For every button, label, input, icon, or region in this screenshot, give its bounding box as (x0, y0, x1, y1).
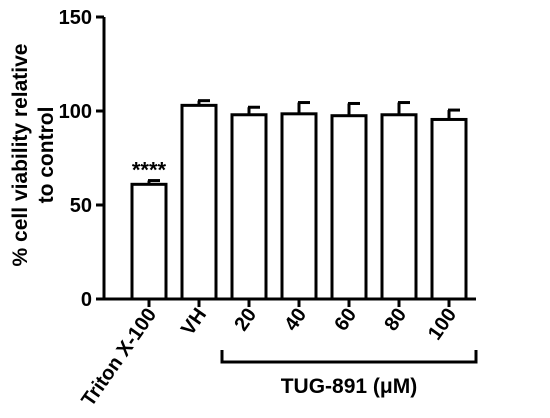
y-axis-label: % cell viability relative to control (9, 44, 58, 267)
y-axis-label-line-2: to control (35, 107, 58, 204)
x-tick-label: Triton X-100 (77, 304, 161, 410)
y-tick-label: 150 (59, 7, 92, 29)
annotations: **** (132, 158, 167, 183)
x-tick-label: 100 (424, 304, 461, 344)
y-axis-label-line-1: % cell viability relative (9, 44, 32, 267)
group-label: TUG-891 (μM) (281, 375, 418, 398)
y-axis-ticks: 0 50 100 150 (59, 7, 104, 311)
y-tick-label: 0 (81, 289, 92, 311)
bar (280, 112, 318, 301)
group-bracket: TUG-891 (μM) (220, 350, 478, 398)
x-tick-label: 40 (280, 304, 311, 335)
significance-annotation: **** (132, 158, 167, 183)
bar (130, 182, 168, 301)
bar (330, 114, 368, 301)
x-tick-label: VH (177, 304, 211, 339)
bars (130, 99, 468, 307)
y-tick-label: 100 (59, 101, 92, 123)
x-tick-label: 80 (380, 304, 411, 335)
x-tick-label: 20 (230, 304, 261, 335)
bar (380, 113, 418, 301)
y-tick-label: 50 (70, 195, 92, 217)
x-tick-label: 60 (330, 304, 361, 335)
bar (430, 117, 468, 301)
bar (180, 103, 218, 301)
bar (230, 113, 268, 301)
group-bracket-line (220, 350, 478, 364)
